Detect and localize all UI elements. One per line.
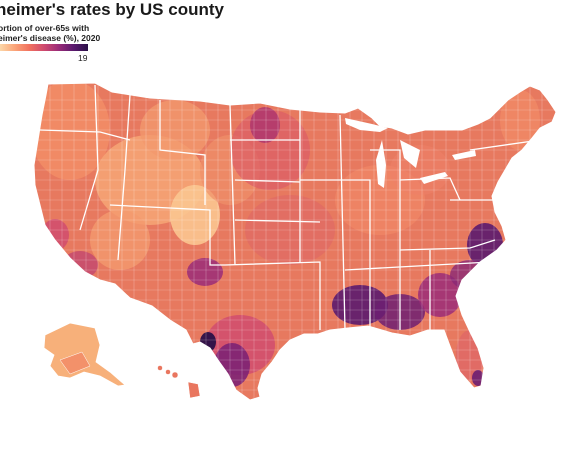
lake-erie [420, 172, 448, 184]
alaska [43, 322, 126, 387]
legend-subtitle: ortion of over-65s with eimer's disease … [0, 23, 100, 43]
hawaii [157, 365, 201, 399]
alaska-region [59, 351, 91, 375]
legend-max-label: 19 [78, 53, 88, 63]
lake-michigan [376, 140, 386, 188]
state-borders [39, 84, 541, 331]
map-title: heimer's rates by US county [0, 0, 224, 19]
legend-subtitle-line-2: eimer's disease (%), 2020 [0, 33, 101, 43]
lake-huron [400, 140, 420, 168]
lake-ontario [452, 150, 476, 160]
lake-superior [345, 118, 388, 132]
legend-color-scale [0, 44, 88, 51]
legend-subtitle-line-1: ortion of over-65s with [0, 23, 90, 33]
great-lakes [345, 118, 476, 188]
